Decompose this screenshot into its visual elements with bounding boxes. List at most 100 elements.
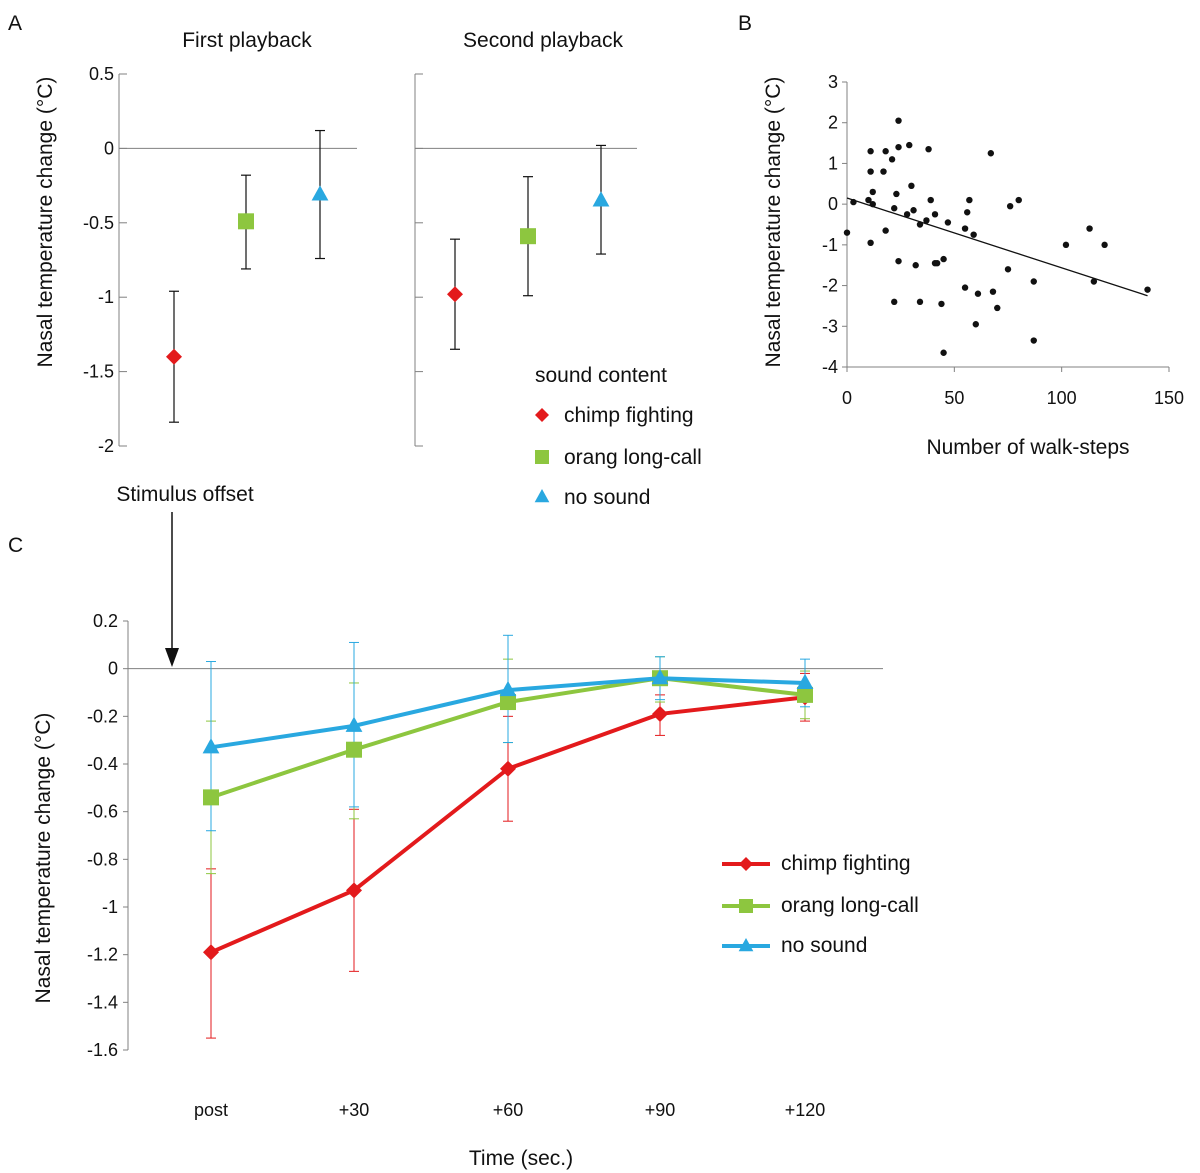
panel-c-ylabel: Nasal temperature change (°C) bbox=[32, 713, 55, 1004]
panel-b-data-point bbox=[940, 255, 947, 263]
panel-b-data-point bbox=[1086, 225, 1093, 232]
panel-a-legend-title: sound content bbox=[535, 364, 667, 387]
panel-b-data-point bbox=[964, 209, 971, 216]
panel-a-ytick-label: 0 bbox=[104, 138, 114, 158]
panel-a-ytick-label: 0.5 bbox=[89, 64, 114, 84]
panel-b-data-point bbox=[882, 227, 889, 234]
panel-c-ytick-label: -0.4 bbox=[87, 754, 118, 774]
panel-a-second-title: Second playback bbox=[463, 29, 623, 52]
panel-b-data-point bbox=[994, 304, 1001, 312]
panel-c-series-0-marker-diamond bbox=[346, 882, 362, 899]
panel-c-series-2-marker-triangle bbox=[202, 738, 220, 754]
panel-b-data-point bbox=[927, 196, 934, 204]
panel-b-data-point bbox=[1004, 266, 1012, 273]
panel-b-data-point bbox=[931, 211, 939, 218]
panel-c-series-1-marker-square bbox=[346, 741, 362, 758]
panel-b-xtick-label: 100 bbox=[1047, 388, 1077, 408]
panel-a-label: A bbox=[8, 12, 22, 35]
panel-c-xlabel: Time (sec.) bbox=[469, 1147, 573, 1170]
panel-b-data-point bbox=[867, 148, 874, 155]
panel-b-xtick-label: 150 bbox=[1154, 388, 1184, 408]
panel-b-data-point bbox=[895, 117, 902, 124]
panel-c-ytick-label: -0.8 bbox=[87, 849, 118, 869]
panel-c-series-0-marker-diamond bbox=[500, 760, 516, 777]
panel-a-1-marker-square bbox=[520, 228, 536, 245]
panel-c-series-2-marker-triangle bbox=[345, 716, 363, 732]
panel-b-ytick-label: -2 bbox=[822, 276, 838, 296]
panel-b-data-point bbox=[944, 219, 952, 226]
panel-b-data-point bbox=[867, 239, 874, 247]
panel-c-ytick-label: 0.2 bbox=[93, 611, 118, 631]
panel-b-ytick-label: 1 bbox=[828, 153, 838, 173]
panel-c-series-1-marker-square bbox=[203, 789, 219, 806]
panel-b-data-point bbox=[987, 150, 995, 157]
panel-b-data-point bbox=[910, 207, 917, 214]
panel-a-ylabel: Nasal temperature change (°C) bbox=[34, 77, 57, 368]
panel-c-series-1-marker-square bbox=[500, 694, 516, 711]
panel-b-data-point bbox=[966, 196, 973, 204]
panel-b-data-point bbox=[893, 190, 900, 198]
panel-b-data-point bbox=[869, 188, 876, 196]
stimulus-offset-arrow-head bbox=[165, 648, 179, 667]
panel-a-0-marker-square bbox=[238, 213, 254, 230]
panel-c-legend-marker-diamond bbox=[739, 857, 753, 871]
panel-c-ytick-label: 0 bbox=[108, 659, 118, 679]
panel-b-data-point bbox=[895, 257, 902, 265]
panel-b-ytick-label: -4 bbox=[822, 357, 838, 377]
panel-a-legend-label: no sound bbox=[564, 486, 650, 509]
panel-b-data-point bbox=[923, 217, 930, 224]
panel-b-data-point bbox=[938, 300, 945, 308]
panel-b-data-point bbox=[961, 284, 969, 291]
panel-b-data-point bbox=[916, 298, 924, 306]
panel-b-data-point bbox=[989, 288, 997, 295]
panel-b-data-point bbox=[867, 168, 874, 175]
panel-b-data-point bbox=[888, 156, 896, 163]
panel-b-data-point bbox=[895, 143, 902, 151]
panel-a-ytick-label: -0.5 bbox=[83, 213, 114, 233]
panel-c-ytick-label: -1.6 bbox=[87, 1040, 118, 1060]
panel-c-series-2-marker-triangle bbox=[796, 673, 814, 689]
panel-a-legend-label: orang long-call bbox=[564, 446, 702, 469]
panel-b-ytick-label: -3 bbox=[822, 316, 838, 336]
panel-b-data-point bbox=[940, 349, 947, 356]
panel-b-data-point bbox=[912, 262, 919, 269]
panel-c-xtick-label: +120 bbox=[785, 1100, 826, 1120]
panel-c-ytick-label: -0.2 bbox=[87, 706, 118, 726]
panel-c-legend-marker-triangle bbox=[738, 937, 754, 952]
panel-b-data-point bbox=[903, 211, 911, 218]
panel-c-ytick-label: -0.6 bbox=[87, 802, 118, 822]
stimulus-offset-annotation: Stimulus offset bbox=[116, 483, 254, 506]
panel-b-data-point bbox=[1030, 278, 1037, 285]
panel-b-data-point bbox=[1030, 337, 1037, 344]
panel-b-ytick-label: 2 bbox=[828, 113, 838, 133]
panel-a-legend-marker-triangle bbox=[534, 488, 550, 503]
panel-c-series-2-marker-triangle bbox=[499, 680, 517, 697]
panel-b-ylabel: Nasal temperature change (°C) bbox=[762, 77, 785, 368]
panel-a-ytick-label: -2 bbox=[98, 436, 114, 456]
panel-b-ytick-label: -1 bbox=[822, 235, 838, 255]
panel-b-ytick-label: 0 bbox=[828, 194, 838, 214]
panel-c-chart: Nasal temperature change (°C) Time (sec.… bbox=[32, 483, 919, 1170]
panel-b-trendline bbox=[846, 197, 1148, 297]
panel-c-series-0-marker-diamond bbox=[203, 944, 219, 961]
panel-b-data-point bbox=[908, 182, 915, 190]
panel-b-xtick-label: 50 bbox=[944, 388, 964, 408]
panel-b-data-point bbox=[925, 145, 932, 153]
panel-b-data-point bbox=[843, 229, 851, 236]
panel-b-data-point bbox=[961, 225, 969, 232]
panel-b-data-point bbox=[891, 298, 898, 306]
panel-c-ytick-label: -1.2 bbox=[87, 945, 118, 965]
panel-b-data-point bbox=[882, 148, 889, 155]
panel-b-data-point bbox=[1090, 278, 1098, 285]
panel-c-xtick-label: +90 bbox=[645, 1100, 676, 1120]
panel-b-data-point bbox=[970, 231, 977, 238]
panel-c-xtick-label: +30 bbox=[339, 1100, 370, 1120]
panel-b-data-point bbox=[865, 196, 872, 204]
panel-b-label: B bbox=[738, 12, 752, 35]
panel-c-legend-marker-square bbox=[739, 899, 753, 913]
panel-a-legend-marker-square bbox=[535, 450, 549, 464]
panel-c-label: C bbox=[8, 534, 23, 557]
panel-b-data-point bbox=[891, 205, 898, 212]
panel-b-data-point bbox=[1062, 241, 1070, 249]
panel-a-1-marker-triangle bbox=[592, 191, 610, 207]
